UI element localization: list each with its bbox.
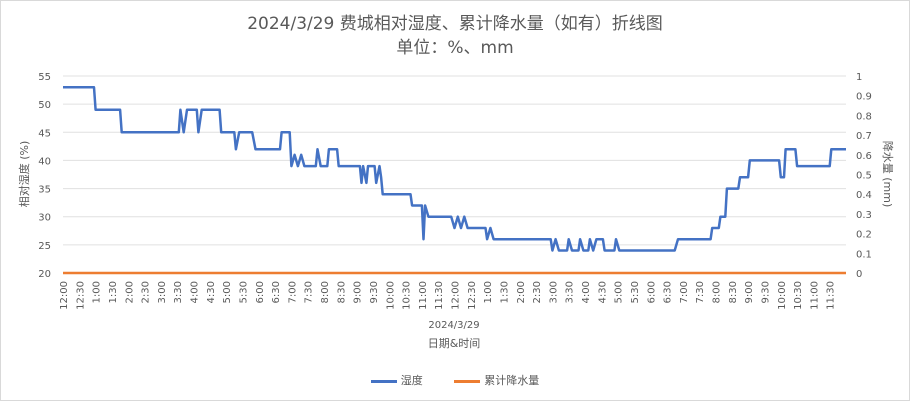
- x-tick-label: 4:30: [206, 281, 217, 303]
- x-tick-label: 8:30: [728, 281, 739, 303]
- y-right-tick-label: 0.7: [856, 131, 872, 142]
- y-right-tick-label: 0.9: [856, 92, 872, 103]
- y-left-tick-label: 25: [38, 241, 51, 252]
- y-left-tick-label: 45: [38, 128, 51, 139]
- chart-title: 2024/3/29 费城相对湿度、累计降水量（如有）折线图: [247, 14, 663, 34]
- y-right-tick-label: 1: [856, 72, 862, 83]
- x-tick-label: 10:30: [402, 281, 413, 310]
- x-tick-label: 1:30: [499, 281, 510, 303]
- x-tick-label: 9:00: [353, 281, 364, 303]
- x-tick-label: 11:30: [826, 281, 837, 310]
- series-lines: [63, 86, 846, 275]
- x-tick-label: 6:30: [271, 281, 282, 303]
- x-tick-label: 12:00: [451, 281, 462, 310]
- x-tick-label: 4:00: [190, 281, 201, 303]
- x-tick-label: 7:30: [304, 281, 315, 303]
- series-line-0: [63, 86, 846, 252]
- y-left-tick-label: 30: [38, 213, 51, 224]
- y-left-tick-label: 20: [38, 269, 51, 280]
- x-tick-label: 12:30: [467, 281, 478, 310]
- x-tick-label: 5:30: [238, 281, 249, 303]
- x-tick-label: 8:00: [320, 281, 331, 303]
- x-tick-label: 2:30: [532, 281, 543, 303]
- x-tick-label: 7:00: [287, 281, 298, 303]
- x-tick-label: 2:00: [124, 281, 135, 303]
- x-tick-label: 2:30: [141, 281, 152, 303]
- x-tick-label: 6:30: [663, 281, 674, 303]
- legend-swatch-humidity: [370, 379, 397, 383]
- y-right-tick-label: 0.4: [856, 190, 872, 201]
- x-tick-label: 7:30: [695, 281, 706, 303]
- y-left-tick-label: 55: [38, 72, 51, 83]
- x-tick-label: 10:30: [793, 281, 804, 310]
- right-axis-ticks: 0 0.1 0.2 0.3 0.4 0.5 0.6 0.7 0.8 0.9 1: [856, 72, 872, 280]
- legend-swatch-precipitation: [454, 379, 481, 383]
- x-tick-label: 2:00: [516, 281, 527, 303]
- left-axis-title: 相对湿度 (%): [17, 141, 31, 208]
- y-right-tick-label: 0.2: [856, 230, 872, 241]
- y-right-tick-label: 0.1: [856, 249, 872, 260]
- x-tick-label: 12:30: [75, 281, 86, 310]
- x-tick-label: 1:00: [483, 281, 494, 303]
- right-axis-title: 降水量 (mm): [881, 141, 895, 208]
- legend-item-humidity: 湿度: [370, 372, 423, 388]
- x-tick-label: 11:00: [418, 281, 429, 310]
- x-tick-label: 5:00: [222, 281, 233, 303]
- x-axis-ticks: 12:00 12:30 1:00 1:30 2:00 2:30 3:00 3:30 4:00 4:…: [59, 272, 846, 310]
- x-tick-label: 9:00: [744, 281, 755, 303]
- x-tick-label: 7:00: [679, 281, 690, 303]
- y-left-tick-label: 35: [38, 185, 51, 196]
- x-tick-label: 11:00: [809, 281, 820, 310]
- y-right-tick-label: 0.5: [856, 171, 872, 182]
- x-tick-label: 5:30: [630, 281, 641, 303]
- x-tick-label: 8:00: [712, 281, 723, 303]
- x-tick-label: 10:00: [385, 281, 396, 310]
- chart-subtitle: 单位：%、mm: [396, 38, 514, 58]
- x-axis-title: 日期&时间: [428, 337, 481, 350]
- x-tick-label: 5:00: [614, 281, 625, 303]
- left-axis-ticks: 20 25 30 35 40 45 50 55: [38, 72, 51, 280]
- x-tick-label: 3:30: [565, 281, 576, 303]
- x-tick-label: 11:30: [434, 281, 445, 310]
- legend: 湿度 累计降水量: [0, 372, 910, 388]
- y-left-tick-label: 40: [38, 156, 51, 167]
- x-tick-label: 12:00: [59, 281, 70, 310]
- x-group-label: 2024/3/29: [428, 320, 479, 331]
- y-right-tick-label: 0.8: [856, 111, 872, 122]
- x-tick-label: 3:00: [157, 281, 168, 303]
- x-tick-label: 3:30: [173, 281, 184, 303]
- x-tick-label: 9:30: [760, 281, 771, 303]
- legend-label-precipitation: 累计降水量: [484, 374, 540, 387]
- x-tick-label: 1:30: [108, 281, 119, 303]
- x-tick-label: 4:00: [581, 281, 592, 303]
- x-tick-label: 6:00: [646, 281, 657, 303]
- y-right-tick-label: 0: [856, 269, 862, 280]
- x-tick-label: 1:00: [92, 281, 103, 303]
- x-tick-label: 10:00: [777, 281, 788, 310]
- x-tick-label: 8:30: [336, 281, 347, 303]
- legend-item-precipitation: 累计降水量: [454, 372, 539, 388]
- x-tick-label: 4:30: [597, 281, 608, 303]
- gridlines: [63, 75, 846, 274]
- y-left-tick-label: 50: [38, 100, 51, 111]
- x-tick-label: 6:00: [255, 281, 266, 303]
- x-tick-label: 9:30: [369, 281, 380, 303]
- y-right-tick-label: 0.3: [856, 210, 872, 221]
- legend-label-humidity: 湿度: [400, 374, 423, 387]
- x-tick-label: 3:00: [548, 281, 559, 303]
- y-right-tick-label: 0.6: [856, 151, 872, 162]
